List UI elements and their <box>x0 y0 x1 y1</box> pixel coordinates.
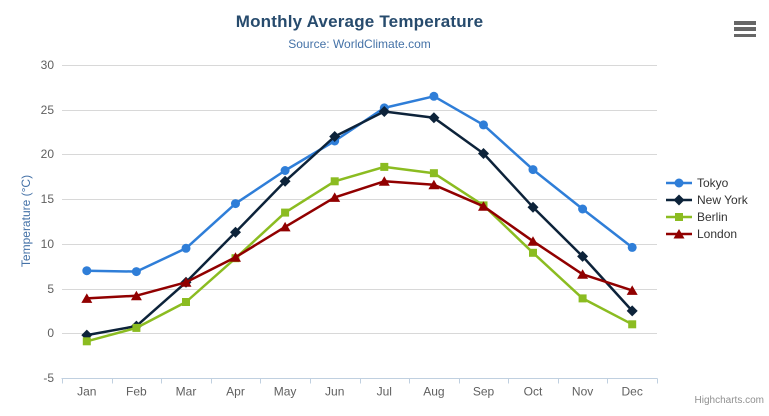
y-axis-label-30: 30 <box>41 58 55 72</box>
berlin-legend-marker-icon <box>666 212 692 221</box>
london-legend-symbol <box>673 228 685 238</box>
london-legend-marker-icon <box>666 228 692 238</box>
berlin-point-dec[interactable] <box>628 320 637 329</box>
new-york-point-nov[interactable] <box>577 250 589 262</box>
credits-link[interactable]: Highcharts.com <box>694 395 764 406</box>
london-point-jun[interactable] <box>329 192 341 202</box>
new-york-legend-symbol <box>673 194 685 205</box>
series-tokyo <box>82 91 637 277</box>
x-axis-label-may: May <box>274 385 297 399</box>
new-york-point-aug[interactable] <box>428 112 440 124</box>
x-axis-label-jun: Jun <box>325 385 344 399</box>
berlin-point-nov[interactable] <box>578 294 587 303</box>
tokyo-point-mar[interactable] <box>181 243 191 253</box>
tokyo-point-jan[interactable] <box>82 266 92 276</box>
london-point-feb[interactable] <box>130 290 142 301</box>
legend-label-tokyo: Tokyo <box>697 175 729 190</box>
london-point-oct[interactable] <box>527 236 539 246</box>
legend-item-london[interactable]: London <box>666 225 748 242</box>
london-line <box>85 180 634 300</box>
berlin-line <box>85 165 634 343</box>
new-york-point-sep[interactable] <box>478 148 489 159</box>
y-axis-label-0: 0 <box>47 326 54 340</box>
tokyo-point-sep[interactable] <box>479 120 488 130</box>
tokyo-point-nov[interactable] <box>578 204 588 214</box>
x-axis-label-apr: Apr <box>226 385 245 399</box>
new-york-point-jun[interactable] <box>329 131 341 142</box>
tokyo-point-oct[interactable] <box>528 165 538 175</box>
new-york-line <box>85 110 634 337</box>
legend: Tokyo New York Berlin London <box>666 174 748 242</box>
y-axis-label-20: 20 <box>41 147 55 161</box>
new-york-legend-marker-icon <box>666 194 692 205</box>
x-axis-label-jul: Jul <box>377 385 392 399</box>
tokyo-point-aug[interactable] <box>429 91 439 101</box>
london-point-jan[interactable] <box>81 293 93 303</box>
london-point-mar[interactable] <box>180 277 192 287</box>
tokyo-point-dec[interactable] <box>627 242 637 252</box>
berlin-point-jul[interactable] <box>380 162 389 171</box>
tokyo-point-feb[interactable] <box>131 267 141 277</box>
london-point-sep[interactable] <box>478 201 489 211</box>
legend-label-new-york: New York <box>697 192 748 207</box>
legend-label-london: London <box>697 226 738 241</box>
tokyo-point-may[interactable] <box>280 166 290 175</box>
chart-subtitle: Source: WorldClimate.com <box>288 37 431 51</box>
london-point-apr[interactable] <box>230 252 241 262</box>
london-point-aug[interactable] <box>428 179 440 190</box>
tokyo-line <box>85 95 634 273</box>
y-axis-label-5: 5 <box>47 282 54 296</box>
x-axis-label-mar: Mar <box>176 385 197 399</box>
london-point-nov[interactable] <box>577 269 589 279</box>
berlin-point-may[interactable] <box>281 208 290 217</box>
y-axis-label-10: 10 <box>41 237 55 251</box>
tokyo-point-apr[interactable] <box>231 199 240 209</box>
london-point-may[interactable] <box>279 221 291 232</box>
x-axis-label-jan: Jan <box>77 385 96 399</box>
berlin-point-aug[interactable] <box>429 169 438 178</box>
new-york-point-jul[interactable] <box>378 106 390 117</box>
berlin-legend-symbol <box>675 212 683 221</box>
berlin-point-mar[interactable] <box>182 298 190 306</box>
hamburger-icon <box>734 21 756 25</box>
x-axis-label-nov: Nov <box>572 385 593 399</box>
tokyo-legend-marker-icon <box>666 178 692 187</box>
legend-item-berlin[interactable]: Berlin <box>666 208 748 225</box>
london-point-jul[interactable] <box>378 176 390 186</box>
tokyo-legend-symbol <box>674 178 684 187</box>
london-point-dec[interactable] <box>626 285 638 295</box>
legend-item-tokyo[interactable]: Tokyo <box>666 174 748 191</box>
series-new-york <box>81 106 638 341</box>
legend-label-berlin: Berlin <box>697 209 728 224</box>
berlin-point-jun[interactable] <box>330 177 339 186</box>
legend-item-new-york[interactable]: New York <box>666 191 748 208</box>
hamburger-bar <box>734 33 756 37</box>
x-axis-label-sep: Sep <box>473 385 495 399</box>
chart-title: Monthly Average Temperature <box>235 12 484 31</box>
y-axis-label-25: 25 <box>41 103 55 117</box>
x-axis-label-aug: Aug <box>423 385 444 399</box>
x-axis-label-oct: Oct <box>524 385 543 399</box>
export-menu-button[interactable] <box>734 21 756 37</box>
series-london <box>81 176 638 303</box>
new-york-point-oct[interactable] <box>527 201 539 213</box>
y-axis-label--5: -5 <box>43 371 54 385</box>
new-york-point-dec[interactable] <box>626 305 638 317</box>
berlin-point-jan[interactable] <box>82 337 91 346</box>
berlin-point-feb[interactable] <box>132 323 141 332</box>
new-york-point-apr[interactable] <box>230 226 241 238</box>
new-york-point-may[interactable] <box>279 175 291 187</box>
x-axis-label-dec: Dec <box>622 385 643 399</box>
berlin-point-oct[interactable] <box>529 248 537 257</box>
x-axis-label-feb: Feb <box>126 385 147 399</box>
hamburger-bar <box>734 27 756 31</box>
y-axis-label-15: 15 <box>41 192 55 206</box>
